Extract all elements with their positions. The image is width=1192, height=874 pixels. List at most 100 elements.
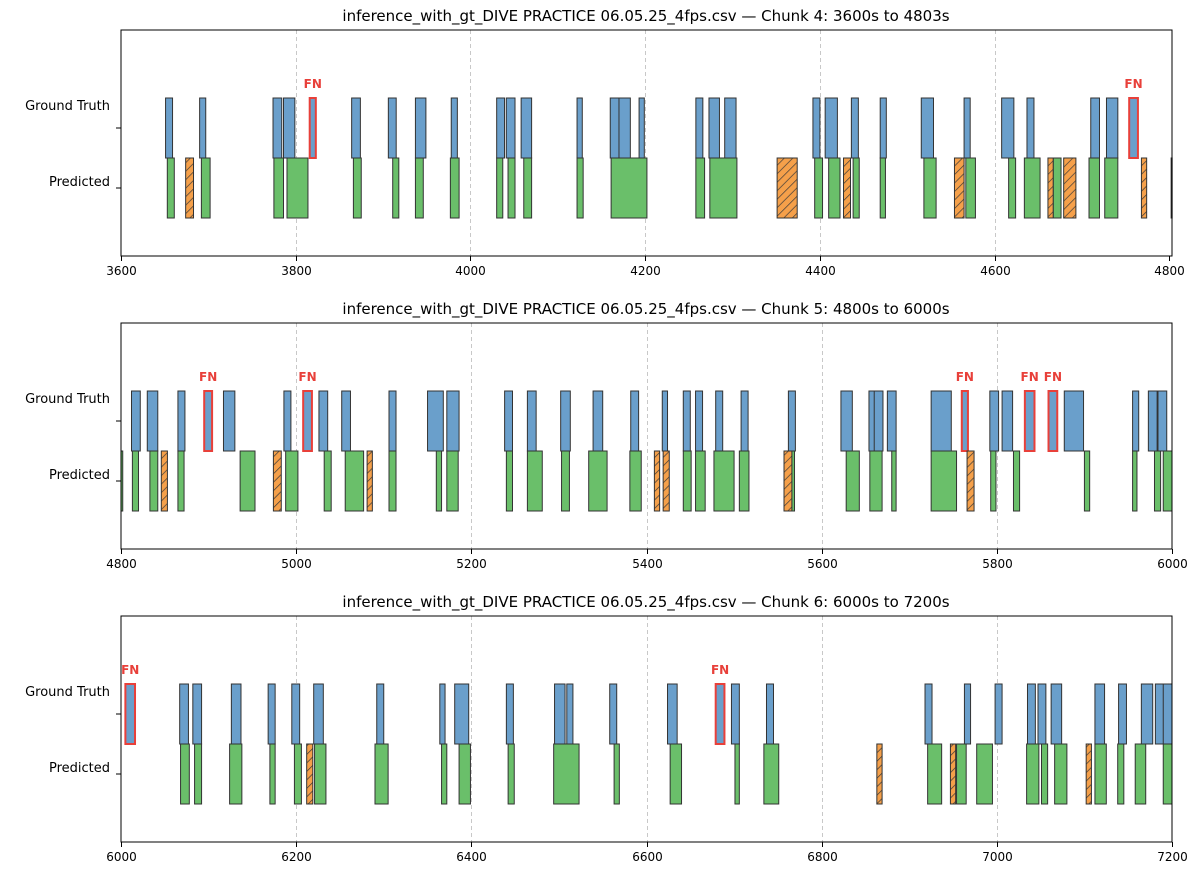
gt-segment: [496, 97, 506, 159]
pred-tp-segment: [131, 450, 140, 512]
gt-segment: [376, 683, 385, 745]
pred-tp-segment: [814, 157, 824, 219]
pred-tp-segment: [446, 450, 459, 512]
pred-tp-segment: [561, 450, 570, 512]
pred-tp-segment: [1132, 450, 1138, 512]
fn-label: FN: [1124, 77, 1142, 91]
gt-segment: [1147, 390, 1158, 452]
x-tick-label: 7200: [1157, 850, 1188, 864]
x-tick-label: 4200: [630, 264, 661, 278]
panel-1-bars: FN FN: [165, 77, 1173, 219]
fn-segment-outline: [960, 390, 969, 452]
x-tick-label: 6800: [807, 850, 838, 864]
fn-label: FN: [956, 370, 974, 384]
x-tick-label: 6600: [632, 850, 663, 864]
pred-tp-segment: [314, 743, 327, 805]
panel-1-title: inference_with_gt_DIVE PRACTICE 06.05.25…: [342, 7, 949, 26]
pred-tp-segment: [149, 450, 159, 512]
gt-segment: [1128, 97, 1139, 159]
fn-label: FN: [199, 370, 217, 384]
gt-segment: [318, 390, 329, 452]
gt-segment: [439, 683, 446, 745]
panel-1-row-label-pred: Predicted: [49, 175, 110, 190]
pred-tp-segment: [1008, 157, 1017, 219]
pred-tp-segment: [1094, 743, 1107, 805]
gt-segment: [715, 683, 725, 745]
pred-fp-segment: [876, 743, 883, 805]
x-tick-label: 7000: [982, 850, 1013, 864]
panel-chunk-4: inference_with_gt_DIVE PRACTICE 06.05.25…: [25, 7, 1185, 278]
pred-tp-segment: [734, 743, 740, 805]
pred-tp-segment: [441, 743, 448, 805]
panel-2-frame: [120, 322, 1173, 550]
pred-tp-segment: [166, 157, 175, 219]
panel-3-title: inference_with_gt_DIVE PRACTICE 06.05.25…: [342, 593, 949, 612]
fn-label: FN: [1044, 370, 1062, 384]
gt-segment: [824, 97, 838, 159]
gt-segment: [879, 97, 887, 159]
gt-segment: [427, 390, 444, 452]
pred-fp-segment: [843, 157, 851, 219]
pred-tp-segment: [1134, 743, 1147, 805]
gt-segment: [730, 683, 740, 745]
pred-tp-segment: [629, 450, 642, 512]
pred-tp-segment: [1104, 157, 1119, 219]
gt-segment: [387, 97, 397, 159]
gt-segment: [667, 683, 678, 745]
fn-segment-outline: [203, 390, 214, 452]
pred-tp-segment: [1026, 743, 1040, 805]
panel-1-x-axis: 3600 3800 4000 4200 4400 4600 4800: [106, 127, 1185, 278]
pred-tp-segment: [200, 157, 211, 219]
pred-tp-segment: [194, 743, 203, 805]
panel-3-bars: FN FN: [121, 663, 1173, 805]
gt-segment: [1118, 683, 1127, 745]
panel-2-x-axis: 4800 5000 5200 5400 5600 5800 6000: [106, 420, 1188, 571]
pred-fp-segment: [783, 450, 793, 512]
gt-segment: [1048, 390, 1058, 452]
gt-segment: [282, 97, 296, 159]
gt-segment: [504, 390, 513, 452]
pred-tp-segment: [682, 450, 692, 512]
gt-segment: [618, 97, 631, 159]
panel-2-row-label-gt: Ground Truth: [25, 392, 110, 407]
pred-tp-segment: [990, 450, 997, 512]
pred-tp-segment: [273, 157, 284, 219]
gt-segment: [351, 97, 361, 159]
x-tick-label: 4800: [1154, 264, 1185, 278]
pred-fp-segment: [366, 450, 373, 512]
pred-tp-segment: [392, 157, 400, 219]
pred-tp-segment: [523, 157, 533, 219]
panel-chunk-6: inference_with_gt_DIVE PRACTICE 06.05.25…: [25, 593, 1188, 864]
x-tick-label: 5800: [982, 557, 1013, 571]
fn-label: FN: [121, 663, 139, 677]
pred-fp-segment: [776, 157, 798, 219]
x-tick-label: 5600: [807, 557, 838, 571]
x-tick-label: 6000: [106, 850, 137, 864]
panel-1-row-label-gt: Ground Truth: [25, 99, 110, 114]
pred-tp-segment: [852, 157, 860, 219]
gt-segment: [199, 97, 207, 159]
pred-fp-segment: [953, 157, 965, 219]
pred-tp-segment: [285, 450, 299, 512]
pred-tp-segment: [507, 157, 516, 219]
pred-fp-segment: [653, 450, 661, 512]
pred-tp-segment: [879, 157, 886, 219]
pred-tp-segment: [828, 157, 841, 219]
pred-tp-segment: [553, 743, 580, 805]
gt-segment: [576, 97, 583, 159]
fn-segment-outline: [308, 97, 317, 159]
gt-segment: [1024, 390, 1035, 452]
pred-tp-segment: [449, 157, 460, 219]
gt-segment: [1001, 390, 1014, 452]
gt-segment: [179, 683, 189, 745]
pred-tp-segment: [180, 743, 190, 805]
gt-segment: [661, 390, 669, 452]
gt-segment: [930, 390, 952, 452]
gt-segment: [724, 97, 737, 159]
gt-segment: [682, 390, 691, 452]
pred-tp-segment: [1162, 743, 1173, 805]
x-tick-label: 5400: [632, 557, 663, 571]
gt-segment: [609, 683, 618, 745]
gt-segment: [560, 390, 571, 452]
